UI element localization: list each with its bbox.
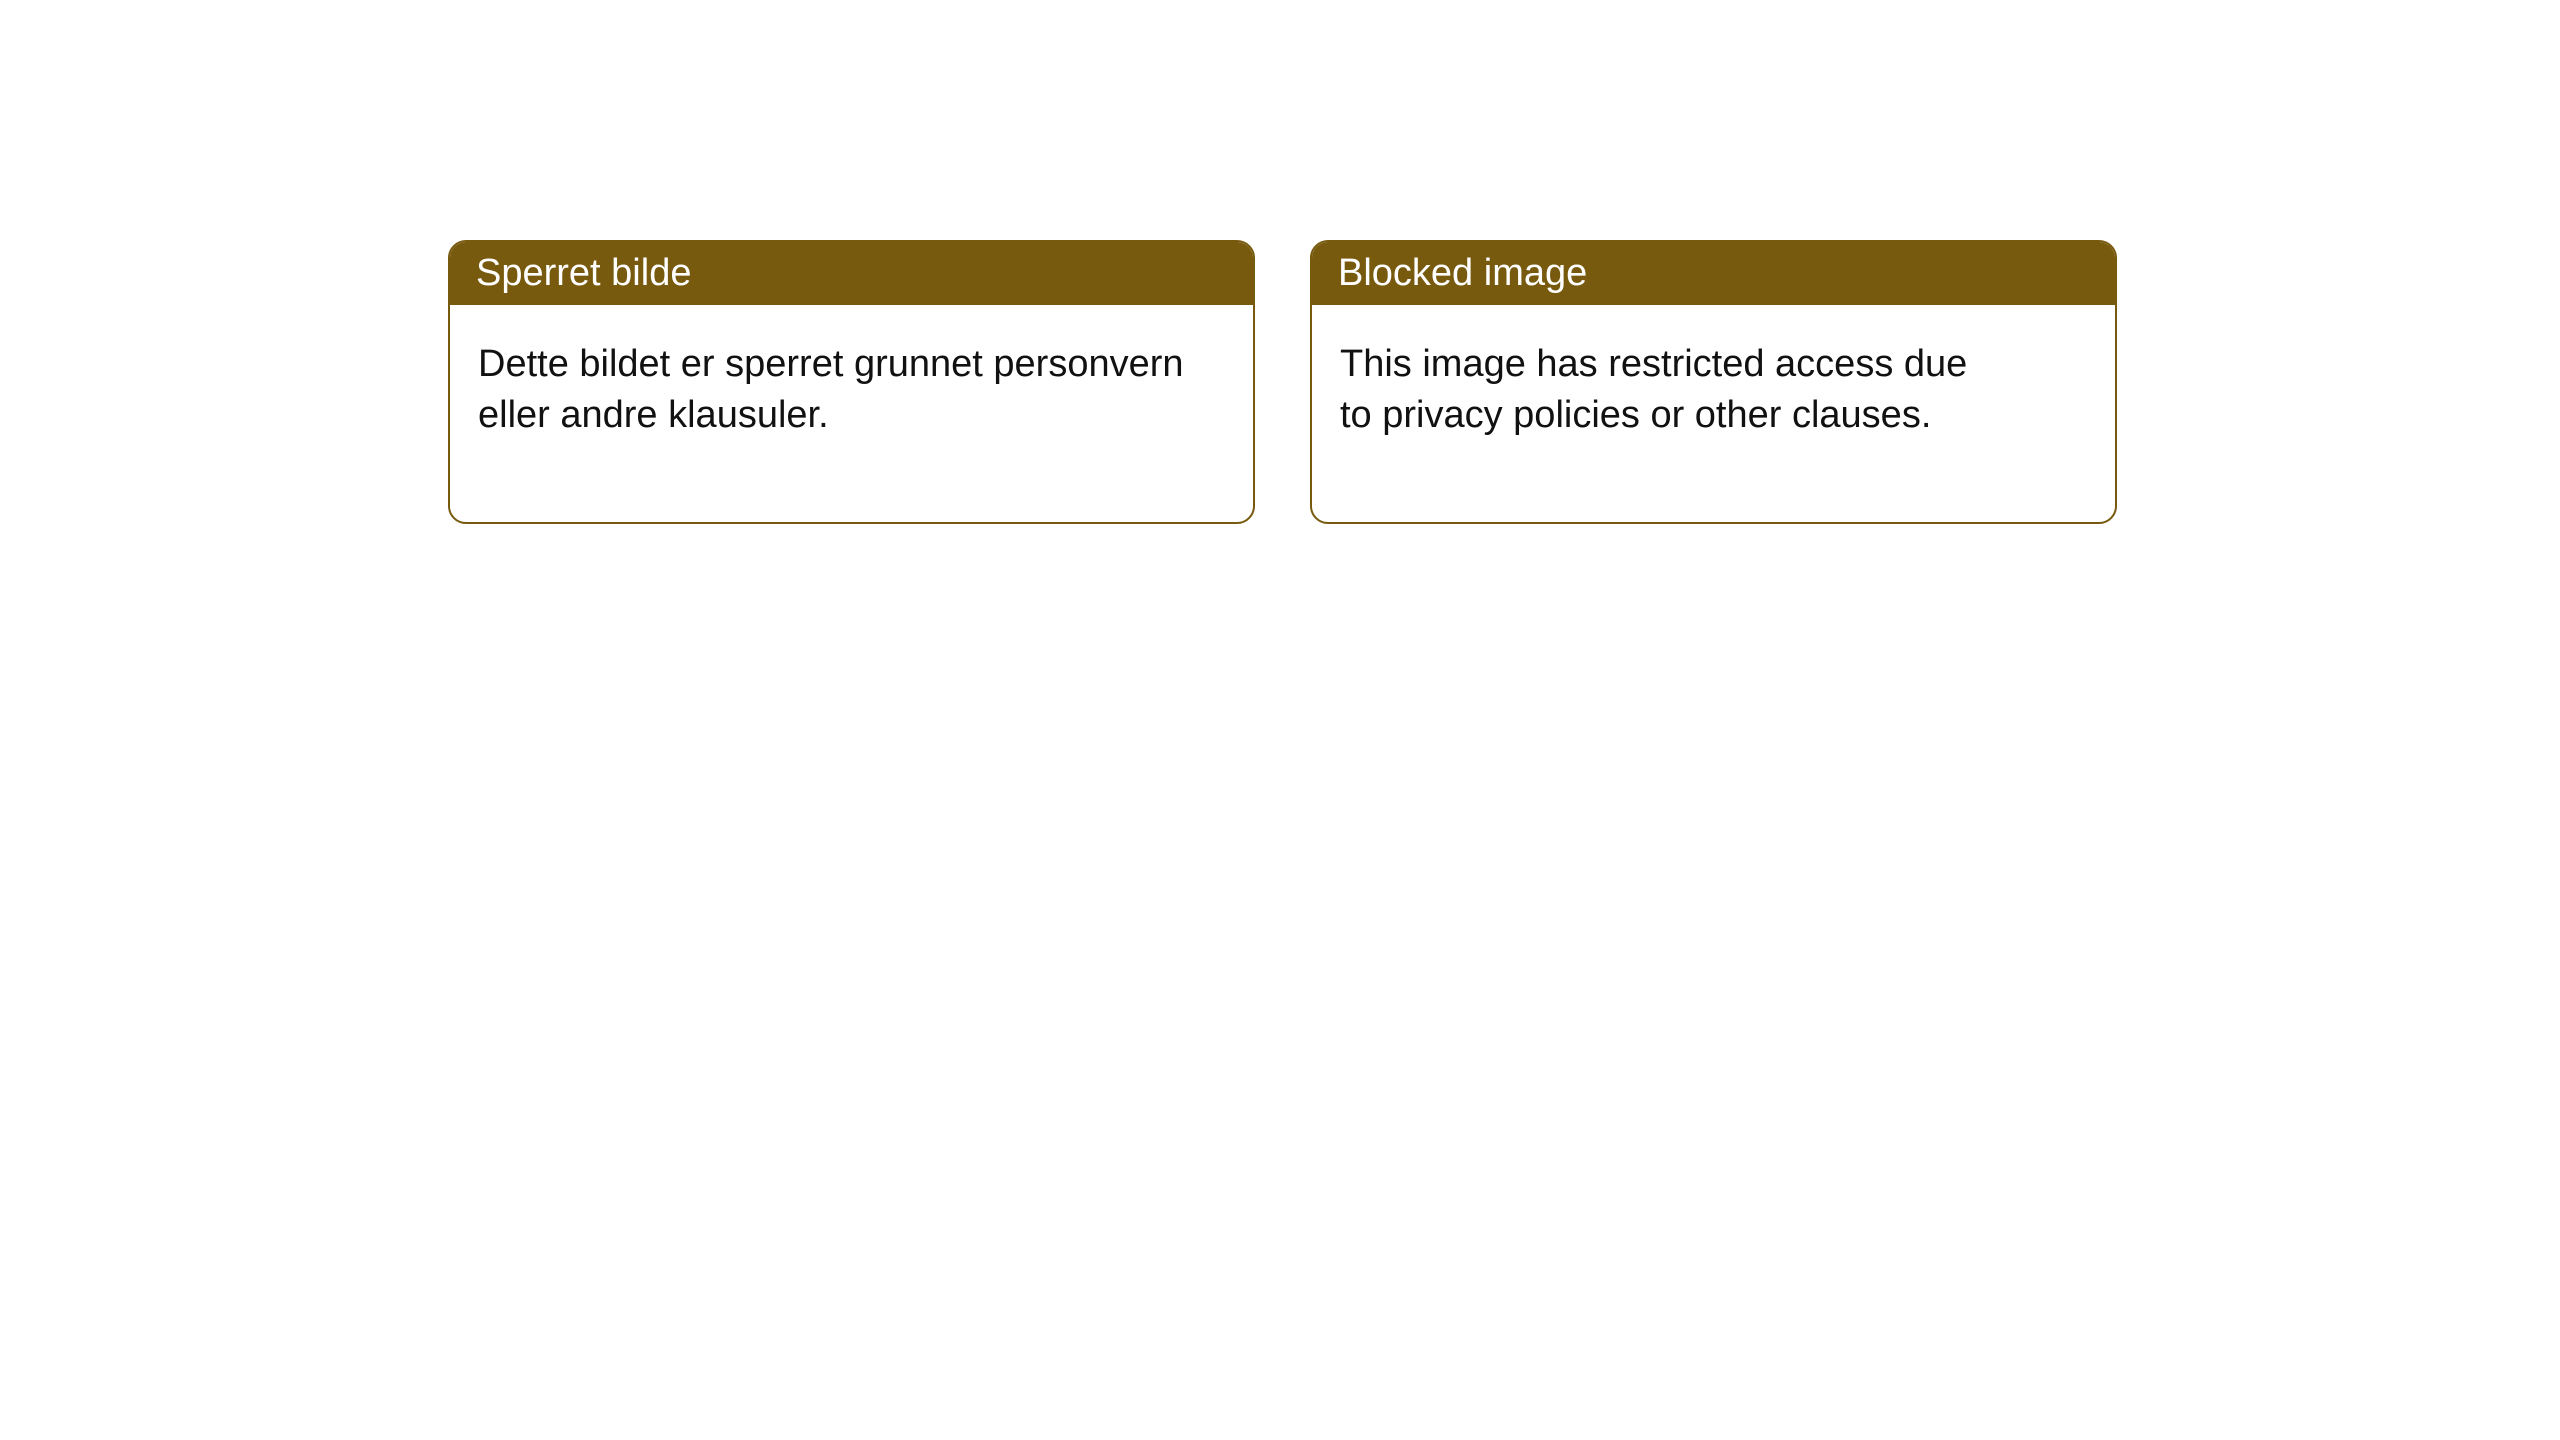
notice-container: Sperret bilde Dette bildet er sperret gr…: [0, 0, 2560, 524]
notice-body-english: This image has restricted access due to …: [1312, 305, 2115, 522]
notice-header-norwegian: Sperret bilde: [450, 242, 1253, 305]
notice-title-english: Blocked image: [1338, 252, 1587, 294]
notice-title-norwegian: Sperret bilde: [476, 252, 691, 294]
notice-card-english: Blocked image This image has restricted …: [1310, 240, 2117, 524]
notice-text-norwegian: Dette bildet er sperret grunnet personve…: [478, 343, 1184, 436]
notice-body-norwegian: Dette bildet er sperret grunnet personve…: [450, 305, 1253, 522]
notice-header-english: Blocked image: [1312, 242, 2115, 305]
notice-text-english: This image has restricted access due to …: [1340, 339, 1980, 442]
notice-card-norwegian: Sperret bilde Dette bildet er sperret gr…: [448, 240, 1255, 524]
